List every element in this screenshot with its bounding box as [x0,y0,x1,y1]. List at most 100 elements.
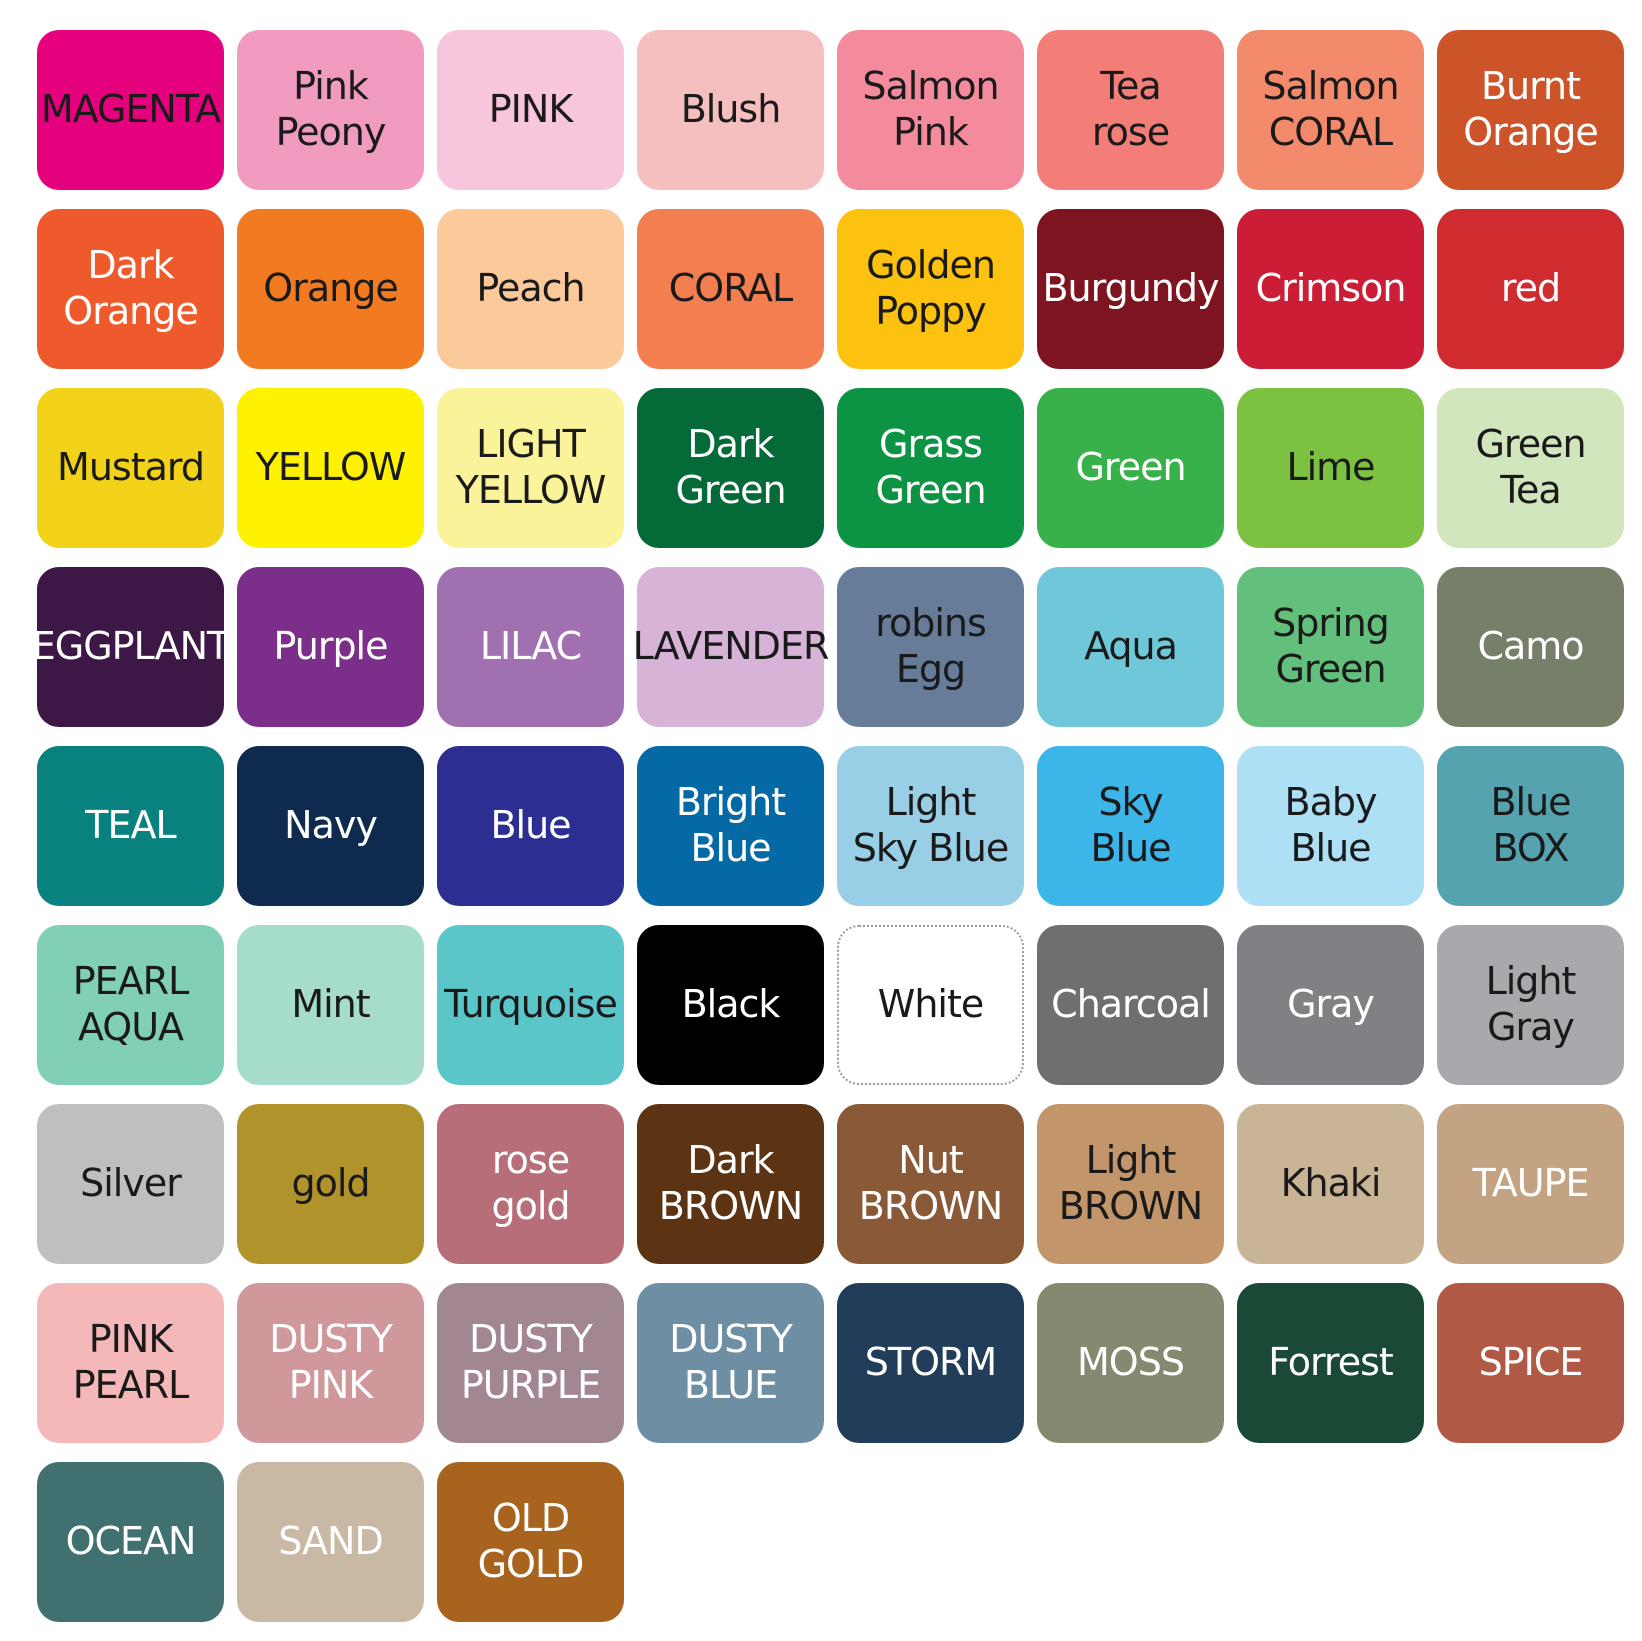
color-swatch-blue: Blue [437,746,624,906]
color-swatch-pearl-aqua: PEARL AQUA [37,925,224,1085]
color-swatch-ocean: OCEAN [37,1462,224,1622]
color-swatch-gold: gold [237,1104,424,1264]
swatch-label: Green Tea [1475,422,1586,512]
color-swatch-robins-egg: robins Egg [837,567,1024,727]
color-swatch-black: Black [637,925,824,1085]
color-swatch-salmon-pink: Salmon Pink [837,30,1024,190]
swatch-label: CORAL [668,266,793,311]
color-swatch-magenta: MAGENTA [37,30,224,190]
swatch-label: DUSTY BLUE [669,1317,793,1407]
color-swatch-purple: Purple [237,567,424,727]
swatch-label: SPICE [1478,1340,1584,1385]
swatch-label: Dark Green [675,422,786,512]
swatch-label: PEARL AQUA [72,959,189,1049]
swatch-label: Peach [476,266,585,311]
swatch-label: TAUPE [1472,1161,1590,1206]
color-swatch-dusty-purple: DUSTY PURPLE [437,1283,624,1443]
swatch-label: Burnt Orange [1463,64,1598,154]
swatch-label: Green [1075,445,1186,490]
color-swatch-bright-blue: Bright Blue [637,746,824,906]
color-swatch-light-sky-blue: Light Sky Blue [837,746,1024,906]
swatch-label: Blue [490,803,571,848]
color-swatch-green: Green [1037,388,1224,548]
color-swatch-taupe: TAUPE [1437,1104,1624,1264]
swatch-label: PINK [488,87,573,132]
swatch-label: robins Egg [875,601,987,691]
color-swatch-dusty-pink: DUSTY PINK [237,1283,424,1443]
color-swatch-lilac: LILAC [437,567,624,727]
swatch-label: EGGPLANT [31,624,230,669]
swatch-label: Nut BROWN [858,1138,1003,1228]
swatch-label: Turquoise [444,982,618,1027]
swatch-label: Baby Blue [1284,780,1378,870]
color-swatch-forrest: Forrest [1237,1283,1424,1443]
swatch-label: TEAL [85,803,176,848]
swatch-label: OLD GOLD [477,1496,585,1586]
swatch-label: White [877,982,984,1027]
swatch-label: red [1500,266,1561,311]
swatch-label: Black [681,982,781,1027]
swatch-label: Purple [273,624,388,669]
color-swatch-spring-green: Spring Green [1237,567,1424,727]
swatch-label: Salmon CORAL [1262,64,1399,154]
color-swatch-light-yellow: LIGHT YELLOW [437,388,624,548]
color-swatch-pink: PINK [437,30,624,190]
color-swatch-pink-peony: Pink Peony [237,30,424,190]
color-swatch-teal: TEAL [37,746,224,906]
color-swatch-coral: CORAL [637,209,824,369]
color-swatch-blue-box: Blue BOX [1437,746,1624,906]
color-swatch-gray: Gray [1237,925,1424,1085]
swatch-label: DUSTY PINK [269,1317,393,1407]
color-swatch-crimson: Crimson [1237,209,1424,369]
color-swatch-golden-poppy: Golden Poppy [837,209,1024,369]
swatch-label: Lime [1286,445,1375,490]
color-swatch-dusty-blue: DUSTY BLUE [637,1283,824,1443]
swatch-label: Khaki [1280,1161,1382,1206]
swatch-label: Dark Orange [63,243,198,333]
swatch-label: Golden Poppy [866,243,996,333]
color-swatch-camo: Camo [1437,567,1624,727]
color-swatch-charcoal: Charcoal [1037,925,1224,1085]
color-swatch-lime: Lime [1237,388,1424,548]
color-swatch-mint: Mint [237,925,424,1085]
color-swatch-burnt-orange: Burnt Orange [1437,30,1624,190]
swatch-label: OCEAN [65,1519,197,1564]
swatch-label: Dark BROWN [658,1138,803,1228]
swatch-label: Orange [263,266,398,311]
swatch-label: Burgundy [1042,266,1219,311]
swatch-label: Light BROWN [1058,1138,1203,1228]
color-swatch-silver: Silver [37,1104,224,1264]
color-swatch-dark-green: Dark Green [637,388,824,548]
swatch-label: Crimson [1255,266,1407,311]
color-swatch-salmon-coral: Salmon CORAL [1237,30,1424,190]
swatch-label: Blue BOX [1490,780,1571,870]
color-swatch-storm: STORM [837,1283,1024,1443]
color-swatch-baby-blue: Baby Blue [1237,746,1424,906]
color-swatch-navy: Navy [237,746,424,906]
swatch-label: Bright Blue [675,780,786,870]
swatch-label: LIGHT YELLOW [455,422,607,512]
swatch-label: Pink Peony [275,64,387,154]
color-swatch-old-gold: OLD GOLD [437,1462,624,1622]
color-swatch-aqua: Aqua [1037,567,1224,727]
swatch-label: Light Gray [1485,959,1577,1049]
color-swatch-sand: SAND [237,1462,424,1622]
color-swatch-peach: Peach [437,209,624,369]
color-swatch-orange: Orange [237,209,424,369]
color-swatch-dark-orange: Dark Orange [37,209,224,369]
color-swatch-lavender: LAVENDER [633,567,829,727]
swatch-label: Salmon Pink [862,64,999,154]
color-swatch-turquoise: Turquoise [437,925,624,1085]
color-swatch-grass-green: Grass Green [837,388,1024,548]
swatch-label: Mustard [57,445,205,490]
swatch-label: Camo [1477,624,1584,669]
swatch-label: Charcoal [1051,982,1211,1027]
color-swatch-nut-brown: Nut BROWN [837,1104,1024,1264]
color-swatch-red: red [1437,209,1624,369]
swatch-label: rose gold [491,1138,570,1228]
swatch-label: SAND [278,1519,384,1564]
swatch-label: STORM [864,1340,997,1385]
color-swatch-yellow: YELLOW [237,388,424,548]
swatch-label: Tea rose [1091,64,1170,154]
swatch-label: Aqua [1084,624,1178,669]
